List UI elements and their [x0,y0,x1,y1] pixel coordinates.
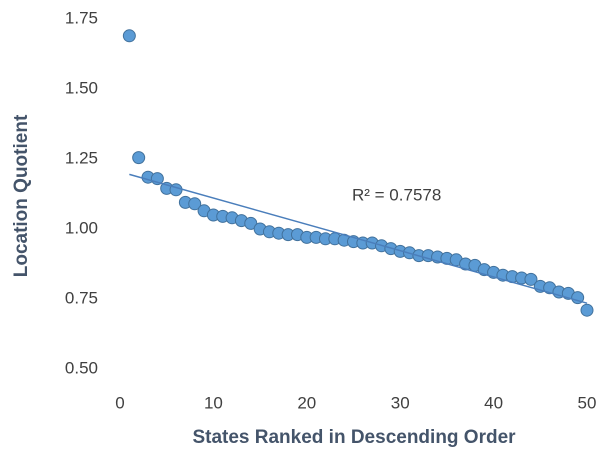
data-point [580,303,594,317]
x-tick-label: 30 [391,393,410,412]
y-axis-title: Location Quotient [11,114,32,277]
data-point [188,197,202,211]
data-point [122,29,136,43]
y-tick-label: 0.50 [65,358,98,377]
x-tick-label: 40 [484,393,503,412]
data-point [132,151,146,165]
y-tick-label: 0.75 [65,288,98,307]
y-tick-label: 1.50 [65,78,98,97]
y-tick-label: 1.25 [65,148,98,167]
data-point [571,291,585,305]
x-tick-label: 0 [115,393,124,412]
annotation: R² = 0.7578 [352,185,441,204]
x-axis-title: States Ranked in Descending Order [192,427,516,448]
y-tick-label: 1.75 [65,8,98,27]
data-point [524,272,538,286]
x-tick-label: 50 [578,393,597,412]
x-tick-label: 10 [204,393,223,412]
y-tick-label: 1.00 [65,218,98,237]
data-point [244,216,258,230]
x-tick-label: 20 [297,393,316,412]
trendline [129,173,588,304]
